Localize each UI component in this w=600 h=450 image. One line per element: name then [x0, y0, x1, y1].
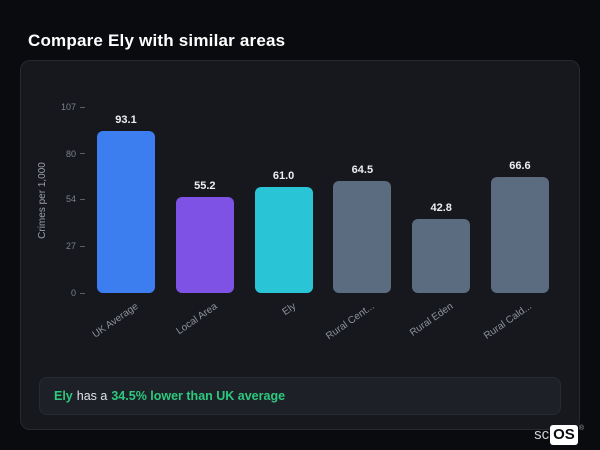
bar-ely[interactable]: [254, 186, 313, 293]
x-axis-label: Rural Eden: [408, 301, 456, 339]
y-tick-mark: [80, 153, 85, 155]
y-tick: 80: [66, 149, 85, 159]
bar-group: 55.2 Local Area: [174, 107, 234, 337]
bar-rural-cald[interactable]: [490, 177, 549, 293]
bar-group: 42.8 Rural Eden: [408, 107, 471, 339]
bar-value-label: 66.6: [509, 160, 531, 173]
bar-group: 66.6 Rural Cald...: [482, 107, 549, 342]
registered-mark-icon: ®: [578, 425, 584, 432]
bar-group: 61.0 Ely: [254, 107, 313, 318]
logo-box: OS: [550, 425, 578, 445]
note-highlight: 34.5% lower than UK average: [111, 389, 286, 403]
bar-local-area[interactable]: [175, 197, 234, 293]
plot-area: 0 27 54 80 107 93.1 UK Average 55.2 Local Area 6…: [61, 102, 557, 342]
chart-card: Crimes per 1,000 0 27 54 80 107 93.1 UK Avera…: [20, 60, 580, 430]
y-tick-label: 107: [60, 102, 76, 112]
bar-value-label: 61.0: [272, 169, 295, 182]
y-tick: 107: [61, 102, 85, 112]
x-axis-label: UK Average: [90, 301, 141, 341]
bar-group: 64.5 Rural Cent...: [324, 107, 392, 342]
y-tick-mark: [80, 245, 85, 247]
y-tick-mark: [80, 106, 85, 108]
x-axis-label: Ely: [280, 301, 298, 318]
note-middle: has a: [76, 389, 108, 403]
y-tick-mark: [80, 292, 85, 294]
y-tick-mark: [80, 198, 85, 200]
y-axis-ticks: 0 27 54 80 107: [45, 102, 85, 298]
logo-prefix: sc: [534, 426, 550, 443]
y-tick: 54: [66, 194, 85, 204]
x-axis-label: Rural Cent...: [324, 301, 377, 343]
y-tick-label: 0: [70, 288, 76, 298]
page-title: Compare Ely with similar areas: [28, 31, 286, 51]
logo: sc OS ®: [534, 425, 584, 445]
bar-value-label: 64.5: [351, 163, 374, 176]
bar-uk-average[interactable]: [97, 131, 155, 293]
bar-value-label: 42.8: [430, 201, 452, 214]
y-tick-label: 80: [65, 148, 76, 159]
y-tick-label: 54: [65, 194, 76, 205]
bar-value-label: 55.2: [194, 180, 216, 193]
y-tick: 27: [66, 241, 85, 251]
y-tick-label: 27: [65, 241, 76, 252]
x-axis-label: Local Area: [174, 301, 220, 338]
note-subject: Ely: [54, 389, 73, 403]
bar-group: 93.1 UK Average: [90, 107, 155, 341]
note-box: Ely has a 34.5% lower than UK average: [39, 377, 561, 415]
bar-value-label: 93.1: [115, 114, 137, 127]
x-axis-label: Rural Cald...: [482, 301, 535, 342]
bar-rural-eden[interactable]: [412, 218, 471, 293]
y-tick: 0: [71, 288, 85, 298]
bar-rural-cent[interactable]: [333, 180, 392, 293]
bars-container: 93.1 UK Average 55.2 Local Area 61.0 Ely 64.5 R…: [89, 107, 557, 342]
